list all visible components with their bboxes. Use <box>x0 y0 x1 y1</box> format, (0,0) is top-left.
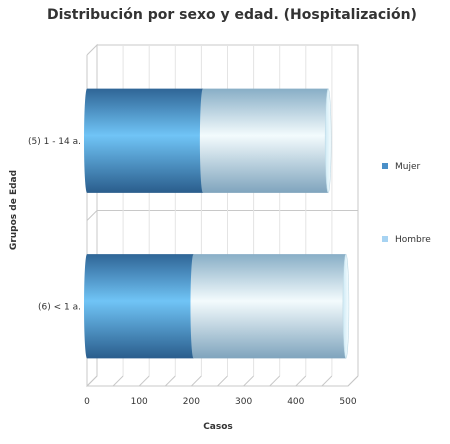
bar-hombre <box>199 88 332 193</box>
x-tick-label: 200 <box>183 397 200 407</box>
floor-grid-line <box>112 375 124 387</box>
floor-grid-line <box>164 375 176 387</box>
floor-grid-line <box>138 375 150 387</box>
floor-grid-line <box>86 375 98 387</box>
x-tick-label: 500 <box>339 397 356 407</box>
back-wall <box>97 44 359 376</box>
x-axis-label: Casos <box>203 422 233 432</box>
category-divider <box>86 210 358 221</box>
bar-end-cap <box>342 253 350 359</box>
x-tick-label: 300 <box>235 397 252 407</box>
floor-grid-line <box>347 375 359 387</box>
chart-title: Distribución por sexo y edad. (Hospitali… <box>47 7 417 23</box>
y-tick-label: (6) < 1 a. <box>38 302 81 312</box>
x-axis-ticks: 0 100 200 300 400 500 <box>84 397 357 407</box>
x-tick-label: 0 <box>84 397 90 407</box>
floor-grid-line <box>269 375 281 387</box>
bars <box>84 88 350 359</box>
floor-grid-line <box>217 375 228 387</box>
floor-grid-line <box>295 375 307 387</box>
legend-swatch <box>382 236 388 242</box>
legend-swatch <box>382 163 388 169</box>
x-tick-label: 400 <box>287 397 304 407</box>
floor-grid-line <box>243 375 254 387</box>
floor-grid-line <box>191 375 202 387</box>
y-axis-label: Grupos de Edad <box>9 170 19 250</box>
legend: Mujer Hombre <box>382 162 431 245</box>
bar-mujer <box>84 88 206 193</box>
legend-label: Hombre <box>395 235 431 245</box>
legend-label: Mujer <box>395 162 421 172</box>
floor-grid-line <box>321 375 333 387</box>
y-axis-ticks: (5) 1 - 14 a. (6) < 1 a. <box>28 137 81 313</box>
x-tick-label: 100 <box>131 397 148 407</box>
bar-hombre <box>190 254 349 359</box>
bar-end-cap <box>324 88 332 194</box>
bar-mujer <box>84 254 197 359</box>
y-tick-label: (5) 1 - 14 a. <box>28 137 81 147</box>
